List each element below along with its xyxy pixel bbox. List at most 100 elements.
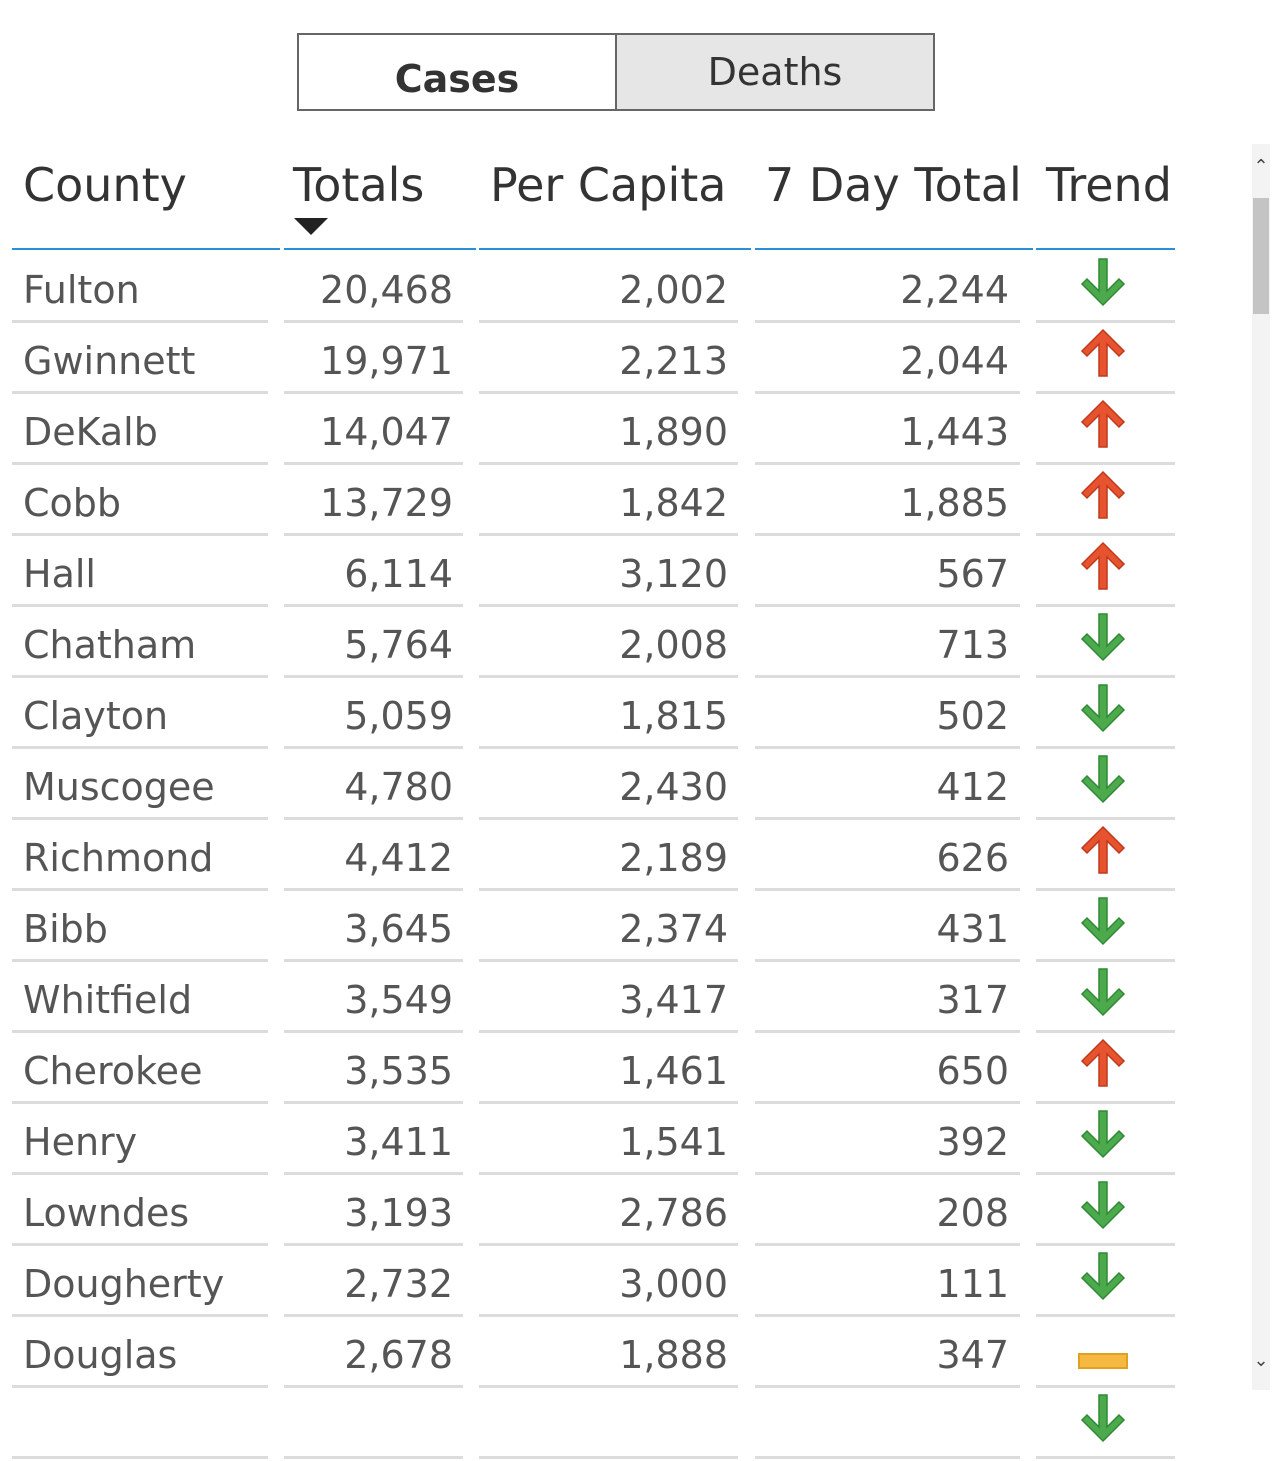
table-row[interactable]: Douglas 2,678 1,888 347	[0, 1319, 1240, 1390]
row-divider	[755, 1243, 1020, 1246]
row-divider	[284, 320, 463, 323]
row-divider	[284, 1172, 463, 1175]
row-divider	[479, 604, 738, 607]
row-divider	[479, 1243, 738, 1246]
county-cell: DeKalb	[23, 410, 158, 454]
row-divider	[12, 533, 268, 536]
row-divider	[1036, 1030, 1175, 1033]
seven-day-cell: 2,044	[900, 339, 1009, 383]
arrow-down-icon	[1078, 1250, 1128, 1302]
arrow-down-icon	[1078, 682, 1128, 734]
per-capita-cell: 2,786	[619, 1191, 728, 1235]
deaths-button[interactable]: Deaths	[615, 33, 935, 111]
totals-cell: 3,645	[344, 907, 453, 951]
seven-day-cell: 347	[936, 1333, 1009, 1377]
arrow-up-icon	[1078, 1037, 1128, 1089]
arrow-up-icon	[1078, 327, 1128, 379]
table-row[interactable]: Bibb 3,645 2,374 431	[0, 893, 1240, 964]
row-divider	[479, 1101, 738, 1104]
per-capita-cell: 1,541	[619, 1120, 728, 1164]
seven-day-cell: 626	[936, 836, 1009, 880]
per-capita-cell: 1,842	[619, 481, 728, 525]
table-row[interactable]	[0, 1390, 1240, 1461]
scroll-up-icon[interactable]: ⌃	[1253, 156, 1269, 177]
arrow-up-icon	[1078, 824, 1128, 876]
row-divider	[12, 1456, 268, 1459]
row-divider	[1036, 959, 1175, 962]
table-row[interactable]: Lowndes 3,193 2,786 208	[0, 1177, 1240, 1248]
table-row[interactable]: Dougherty 2,732 3,000 111	[0, 1248, 1240, 1319]
row-divider	[755, 888, 1020, 891]
header-county[interactable]: County	[23, 158, 187, 212]
county-cell: Henry	[23, 1120, 138, 1164]
header-totals[interactable]: Totals	[293, 158, 425, 212]
row-divider	[479, 462, 738, 465]
table-row[interactable]: Clayton 5,059 1,815 502	[0, 680, 1240, 751]
table-row[interactable]: Henry 3,411 1,541 392	[0, 1106, 1240, 1177]
table-row[interactable]: Fulton 20,468 2,002 2,244	[0, 254, 1240, 325]
row-divider	[284, 1101, 463, 1104]
totals-cell: 4,780	[344, 765, 453, 809]
arrow-up-icon	[1078, 469, 1128, 521]
header-per-capita[interactable]: Per Capita	[490, 158, 727, 212]
header-trend[interactable]: Trend	[1046, 158, 1172, 212]
row-divider	[1036, 1456, 1175, 1459]
table-row[interactable]: DeKalb 14,047 1,890 1,443	[0, 396, 1240, 467]
table-row[interactable]: Whitfield 3,549 3,417 317	[0, 964, 1240, 1035]
arrow-down-icon	[1078, 1392, 1128, 1444]
row-divider	[284, 1456, 463, 1459]
totals-cell: 3,193	[344, 1191, 453, 1235]
row-divider	[12, 1314, 268, 1317]
table-row[interactable]: Hall 6,114 3,120 567	[0, 538, 1240, 609]
row-divider	[755, 320, 1020, 323]
seven-day-cell: 650	[936, 1049, 1009, 1093]
table-row[interactable]: Cherokee 3,535 1,461 650	[0, 1035, 1240, 1106]
row-divider	[755, 1456, 1020, 1459]
vertical-scrollbar[interactable]: ⌃ ⌄	[1252, 144, 1270, 1390]
row-divider	[12, 1172, 268, 1175]
scroll-down-icon[interactable]: ⌄	[1253, 1350, 1269, 1371]
totals-cell: 3,535	[344, 1049, 453, 1093]
per-capita-cell: 2,008	[619, 623, 728, 667]
row-divider	[284, 888, 463, 891]
row-divider	[755, 1172, 1020, 1175]
seven-day-cell: 111	[936, 1262, 1009, 1306]
per-capita-cell: 1,890	[619, 410, 728, 454]
row-divider	[755, 675, 1020, 678]
row-divider	[755, 604, 1020, 607]
arrow-down-icon	[1078, 256, 1128, 308]
seven-day-cell: 502	[936, 694, 1009, 738]
row-divider	[755, 533, 1020, 536]
table-row[interactable]: Chatham 5,764 2,008 713	[0, 609, 1240, 680]
row-divider	[479, 1385, 738, 1388]
county-cell: Dougherty	[23, 1262, 225, 1306]
scroll-thumb[interactable]	[1253, 198, 1269, 314]
county-cell: Chatham	[23, 623, 197, 667]
row-divider	[12, 462, 268, 465]
row-divider	[12, 675, 268, 678]
seven-day-cell: 392	[936, 1120, 1009, 1164]
arrow-up-icon	[1078, 398, 1128, 450]
row-divider	[1036, 746, 1175, 749]
table-row[interactable]: Cobb 13,729 1,842 1,885	[0, 467, 1240, 538]
row-divider	[1036, 1172, 1175, 1175]
header-7-day-total[interactable]: 7 Day Total	[765, 158, 1022, 212]
table-row[interactable]: Muscogee 4,780 2,430 412	[0, 751, 1240, 822]
seven-day-cell: 431	[936, 907, 1009, 951]
arrow-down-icon	[1078, 611, 1128, 663]
cases-button[interactable]: Cases	[297, 33, 617, 111]
cases-deaths-toggle: Cases Deaths	[297, 33, 935, 111]
totals-cell: 5,059	[344, 694, 453, 738]
row-divider	[479, 675, 738, 678]
row-divider	[479, 1030, 738, 1033]
per-capita-cell: 2,189	[619, 836, 728, 880]
row-divider	[12, 1243, 268, 1246]
row-divider	[284, 746, 463, 749]
row-divider	[1036, 462, 1175, 465]
row-divider	[479, 888, 738, 891]
table-row[interactable]: Gwinnett 19,971 2,213 2,044	[0, 325, 1240, 396]
row-divider	[1036, 675, 1175, 678]
row-divider	[12, 817, 268, 820]
table-row[interactable]: Richmond 4,412 2,189 626	[0, 822, 1240, 893]
totals-cell: 14,047	[320, 410, 453, 454]
